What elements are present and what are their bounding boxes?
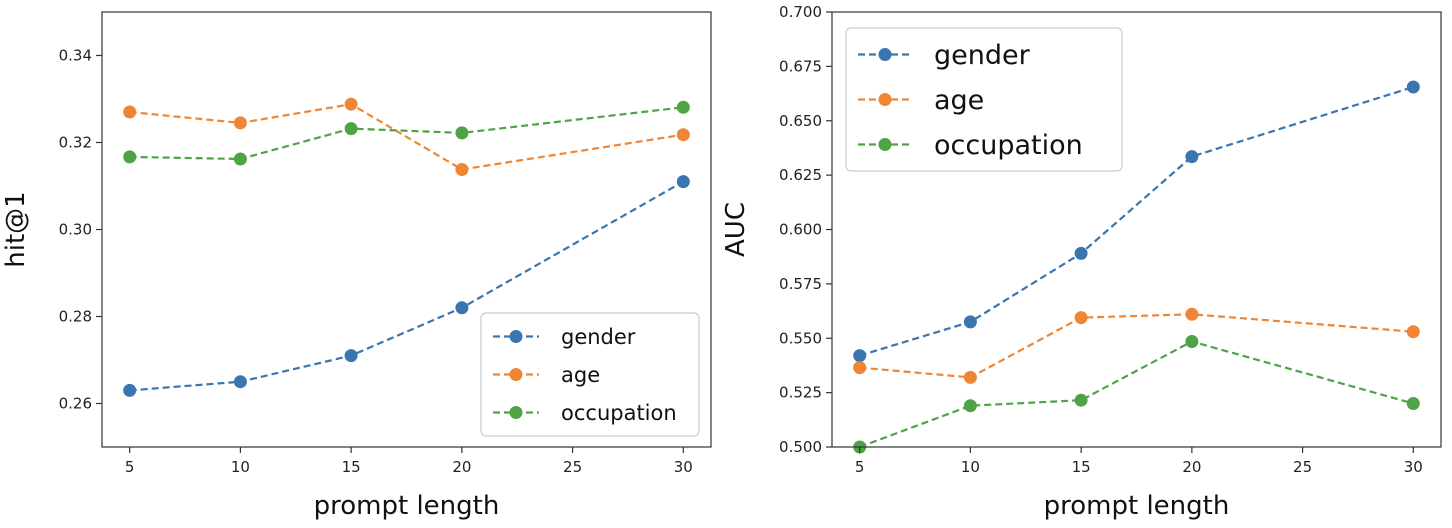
data-point-gender-30 — [1406, 80, 1420, 94]
data-point-age-20 — [455, 163, 469, 176]
y-tick-label: 0.500 — [779, 438, 822, 456]
data-point-age-15 — [344, 97, 358, 111]
series-line-age — [129, 103, 684, 171]
data-point-gender-20 — [455, 301, 469, 315]
y-tick-label: 0.700 — [779, 3, 822, 21]
legend-box — [845, 27, 1123, 172]
x-axis-title: prompt length — [314, 491, 500, 521]
y-tick-label: 0.525 — [779, 384, 822, 402]
data-point-gender-15 — [344, 349, 358, 363]
data-point-age-30 — [1406, 325, 1420, 339]
data-point-occupation-15 — [344, 122, 358, 136]
y-tick-label: 0.34 — [59, 47, 92, 65]
data-point-occupation-30 — [1406, 397, 1420, 410]
data-point-occupation-10 — [233, 152, 247, 166]
series-group — [123, 97, 690, 397]
legend-label-occupation: occupation — [934, 130, 1083, 161]
x-tick-label: 20 — [1182, 458, 1201, 476]
hit-at-1-chart: 5 10 15 20 25 30 0.26 0.28 0.30 0.32 0.34 prompt le… — [1, 11, 712, 521]
data-point-age-10 — [963, 370, 977, 384]
y-tick-label: 0.600 — [779, 221, 822, 239]
series-group — [853, 80, 1420, 454]
data-point-age-30 — [676, 128, 690, 142]
y-tick-label: 0.625 — [779, 166, 822, 184]
x-axis-title: prompt length — [1044, 491, 1230, 521]
y-tick-label: 0.575 — [779, 275, 822, 293]
x-tick-label: 20 — [452, 458, 471, 476]
legend-marker-gender — [878, 48, 892, 61]
legend-box — [480, 312, 700, 437]
x-tick-label: 30 — [1404, 458, 1423, 476]
series-line-occupation — [859, 340, 1414, 449]
legend-marker-gender — [509, 330, 523, 343]
data-point-occupation-30 — [676, 100, 690, 114]
y-axis-title: AUC — [721, 202, 751, 257]
legend-marker-age — [509, 368, 523, 381]
x-tick-label: 5 — [855, 458, 865, 476]
data-point-age-5 — [123, 105, 137, 119]
legend-label-gender: gender — [561, 325, 636, 349]
data-point-occupation-20 — [1185, 335, 1199, 348]
data-point-occupation-20 — [455, 126, 469, 140]
auc-chart: 5 10 15 20 25 30 0.500 0.525 0.550 0.575 0.600 0.62… — [721, 3, 1442, 521]
legend-marker-age — [878, 93, 892, 106]
y-tick-label: 0.32 — [59, 134, 92, 152]
x-tick-label: 10 — [961, 458, 980, 476]
y-tick-label: 0.650 — [779, 112, 822, 130]
series-line-occupation — [129, 106, 684, 161]
y-tick-label: 0.550 — [779, 329, 822, 347]
legend-label-occupation: occupation — [561, 401, 677, 425]
y-tick-label: 0.30 — [59, 221, 92, 239]
data-point-age-10 — [233, 116, 247, 130]
x-tick-label: 10 — [231, 458, 250, 476]
data-point-age-5 — [853, 361, 867, 375]
legend-marker-occupation — [509, 406, 523, 419]
data-point-age-20 — [1185, 307, 1199, 321]
data-point-occupation-5 — [123, 150, 137, 164]
data-point-gender-15 — [1074, 246, 1088, 260]
data-point-gender-30 — [676, 175, 690, 189]
series-line-age — [859, 313, 1414, 379]
x-tick-label: 25 — [1293, 458, 1312, 476]
x-tick-label: 15 — [1072, 458, 1091, 476]
y-axis-title: hit@1 — [1, 191, 31, 267]
legend: gender age occupation — [845, 27, 1123, 172]
data-point-gender-20 — [1185, 150, 1199, 164]
data-point-age-15 — [1074, 311, 1088, 325]
x-tick-label: 15 — [342, 458, 361, 476]
y-tick-label: 0.675 — [779, 57, 822, 75]
data-point-occupation-15 — [1074, 393, 1088, 407]
y-tick-label: 0.28 — [59, 308, 92, 326]
y-tick-label: 0.26 — [59, 395, 92, 413]
x-tick-label: 25 — [563, 458, 582, 476]
data-point-gender-5 — [123, 383, 137, 397]
x-tick-label: 30 — [674, 458, 693, 476]
legend-label-age: age — [561, 363, 600, 387]
data-point-gender-10 — [963, 315, 977, 329]
legend-label-age: age — [934, 85, 984, 116]
x-tick-label: 5 — [125, 458, 135, 476]
legend-label-gender: gender — [934, 40, 1031, 71]
legend: gender age occupation — [480, 312, 700, 437]
data-point-gender-5 — [853, 349, 867, 363]
data-point-gender-10 — [233, 375, 247, 389]
legend-marker-occupation — [878, 138, 892, 151]
data-point-occupation-10 — [963, 399, 977, 413]
